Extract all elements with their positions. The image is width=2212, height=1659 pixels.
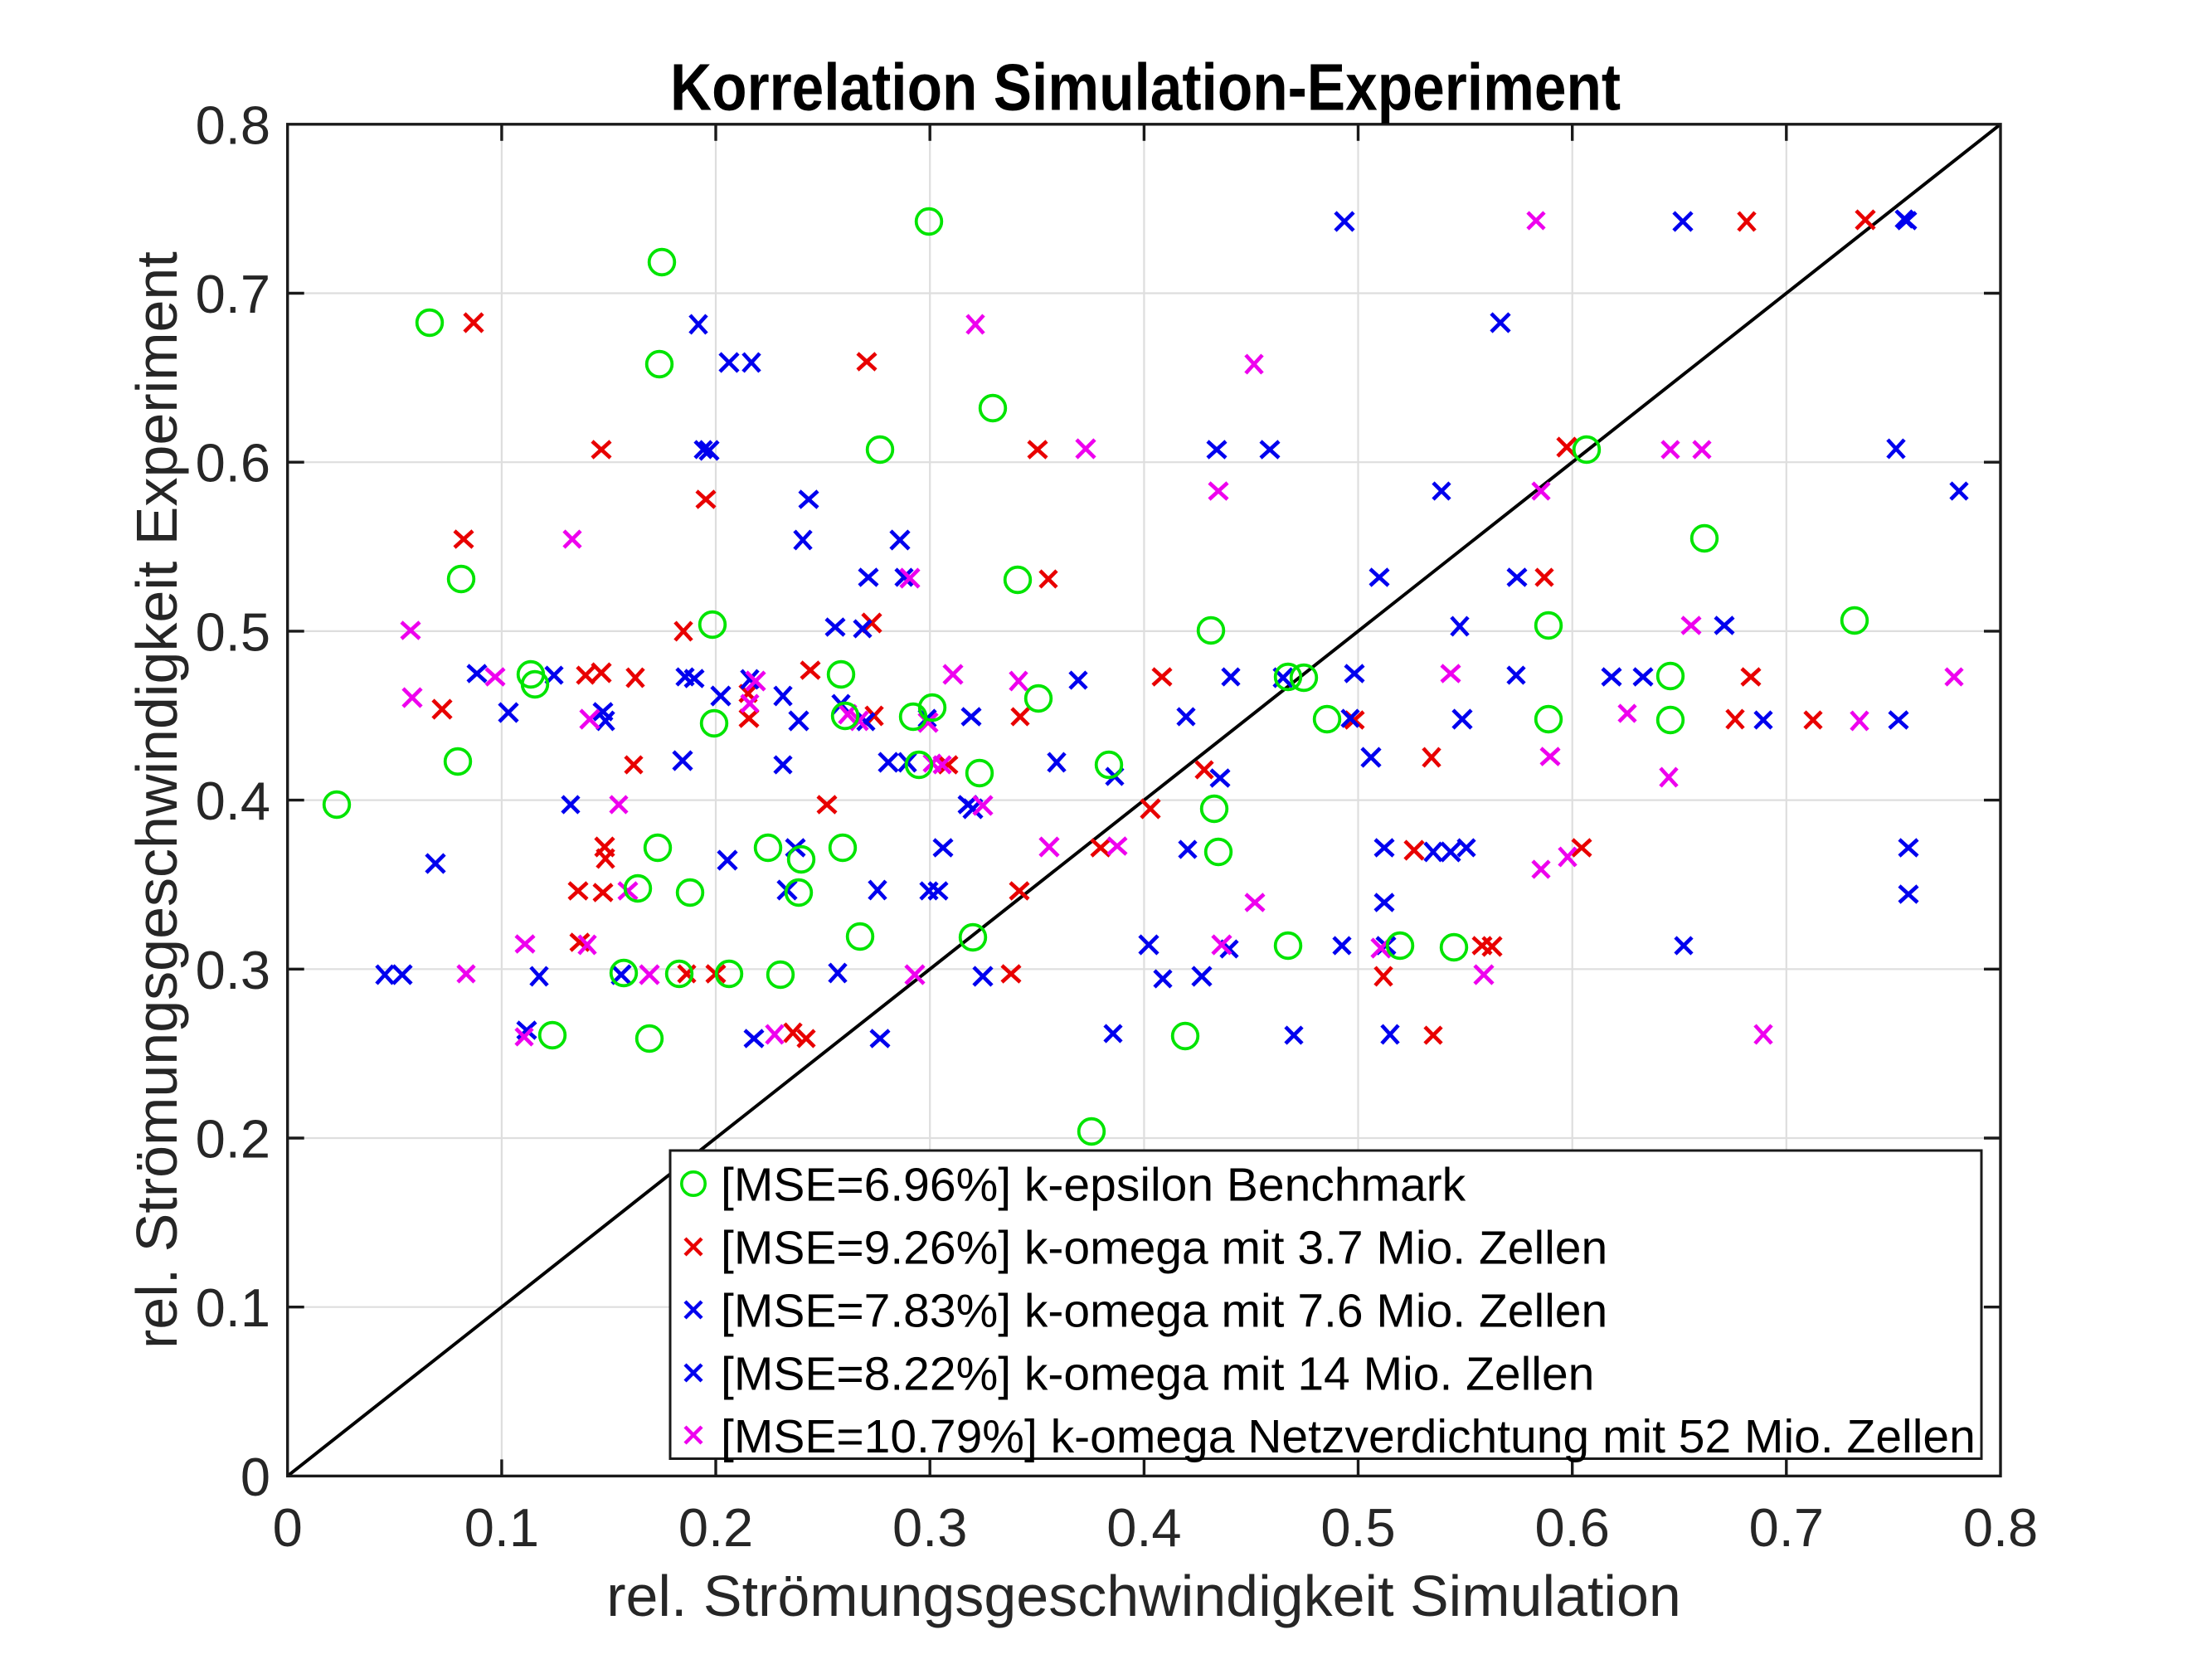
svg-text:0: 0 xyxy=(241,1447,270,1507)
svg-text:Korrelation Simulation-Experim: Korrelation Simulation-Experiment xyxy=(670,51,1621,124)
svg-text:[MSE=7.83%] k-omega mit 7.6 Mi: [MSE=7.83%] k-omega mit 7.6 Mio. Zellen xyxy=(721,1285,1607,1338)
svg-text:0.6: 0.6 xyxy=(196,433,270,494)
svg-text:rel. Strömungsgeschwindigkeit: rel. Strömungsgeschwindigkeit Simulation xyxy=(606,1564,1681,1628)
svg-text:0.3: 0.3 xyxy=(892,1497,967,1558)
svg-text:0: 0 xyxy=(273,1497,303,1558)
svg-text:0.6: 0.6 xyxy=(1535,1497,1610,1558)
svg-text:0.4: 0.4 xyxy=(1106,1497,1181,1558)
svg-text:0.8: 0.8 xyxy=(196,95,270,155)
svg-text:0.7: 0.7 xyxy=(1749,1497,1824,1558)
svg-text:[MSE=8.22%] k-omega mit 14 Mio: [MSE=8.22%] k-omega mit 14 Mio. Zellen xyxy=(721,1348,1594,1401)
svg-text:0.5: 0.5 xyxy=(1320,1497,1395,1558)
svg-text:[MSE=6.96%] k-epsilon Benchmar: [MSE=6.96%] k-epsilon Benchmark xyxy=(721,1159,1466,1212)
svg-text:0.7: 0.7 xyxy=(196,264,270,324)
svg-text:0.5: 0.5 xyxy=(196,601,270,662)
svg-text:[MSE=9.26%] k-omega mit 3.7 Mi: [MSE=9.26%] k-omega mit 3.7 Mio. Zellen xyxy=(721,1222,1607,1275)
svg-text:0.1: 0.1 xyxy=(464,1497,539,1558)
svg-text:0.2: 0.2 xyxy=(678,1497,753,1558)
svg-text:0.8: 0.8 xyxy=(1963,1497,2038,1558)
svg-text:0.4: 0.4 xyxy=(196,771,270,831)
svg-text:0.1: 0.1 xyxy=(196,1277,270,1338)
svg-text:[MSE=10.79%] k-omega Netzverdi: [MSE=10.79%] k-omega Netzverdichtung mit… xyxy=(721,1410,1976,1463)
svg-text:0.2: 0.2 xyxy=(196,1109,270,1170)
svg-text:0.3: 0.3 xyxy=(196,940,270,1000)
svg-text:rel. Strömungsgeschwindigkeit: rel. Strömungsgeschwindigkeit Experiment xyxy=(124,251,189,1349)
